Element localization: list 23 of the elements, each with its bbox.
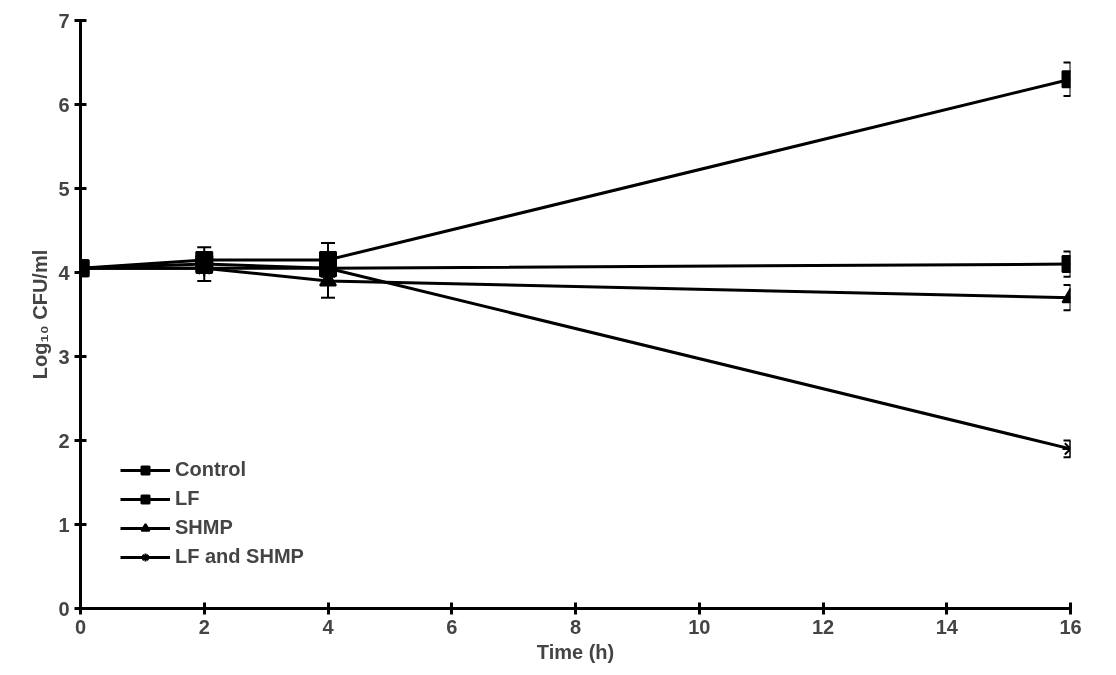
x-tick-label: 4 xyxy=(322,615,335,638)
y-tick-label: 7 xyxy=(58,9,70,32)
y-tick-label: 5 xyxy=(58,177,70,200)
legend-label: Control xyxy=(175,458,247,481)
y-tick-label: 4 xyxy=(58,261,71,284)
y-tick-label: 0 xyxy=(58,597,70,620)
x-tick-label: 6 xyxy=(446,615,458,638)
y-tick-label: 3 xyxy=(58,345,70,368)
x-tick-label: 16 xyxy=(1059,615,1082,638)
x-tick-label: 2 xyxy=(198,615,210,638)
x-tick-label: 8 xyxy=(569,615,582,638)
x-tick-label: 14 xyxy=(935,615,959,638)
x-tick-label: 12 xyxy=(811,615,835,638)
y-tick-label: 6 xyxy=(58,93,70,116)
x-tick-label: 10 xyxy=(688,615,711,638)
y-tick-label: 2 xyxy=(58,429,70,452)
y-tick-label: 1 xyxy=(58,513,70,536)
legend-label: LF and SHMP xyxy=(175,545,304,568)
legend-label: SHMP xyxy=(175,516,233,539)
x-tick-label: 0 xyxy=(74,615,87,638)
x-axis-title: Time (h) xyxy=(536,640,615,663)
y-axis-title: Log₁₀ CFU/ml xyxy=(29,249,52,380)
legend-label: LF xyxy=(175,487,200,510)
